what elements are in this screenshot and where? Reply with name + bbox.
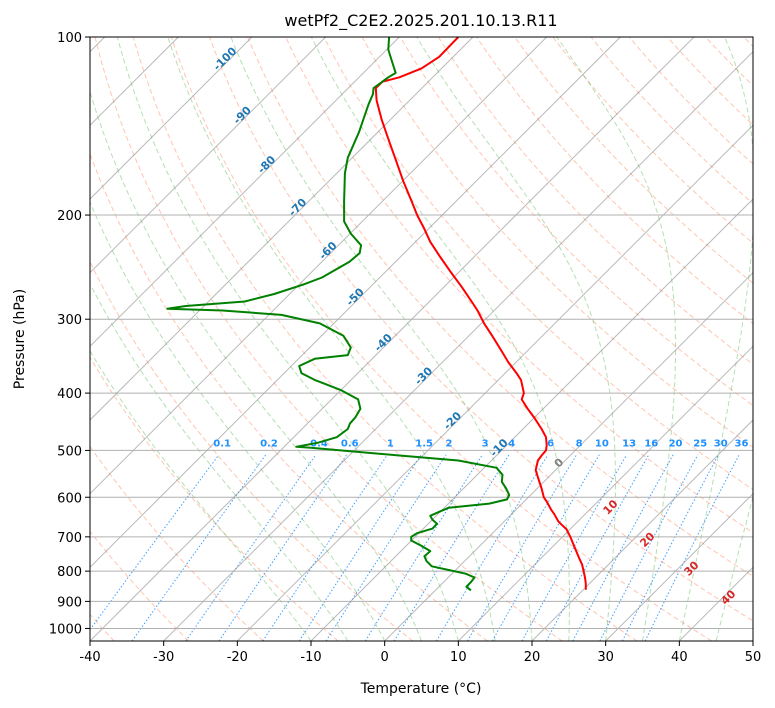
x-axis-label: Temperature (°C) [360,681,482,697]
isotherm [236,124,753,641]
dry-adiabat [323,37,753,491]
mixing-ratio-label: 13 [622,438,636,449]
dry-adiabat [437,37,753,365]
temperature-profile [374,37,587,590]
y-tick-label: 100 [57,31,82,46]
mixing-ratio-label: 6 [547,438,554,449]
mixing-ratio-line [185,454,317,641]
x-tick-label: -30 [153,650,174,665]
y-tick-label: 300 [57,313,82,328]
y-tick-label: 700 [57,531,82,546]
mixing-ratio-label: 1.5 [415,438,433,449]
background-lines [90,37,753,641]
mixing-ratio-line [599,454,699,641]
y-tick-label: 500 [57,444,82,459]
dry-adiabat [90,530,190,641]
isotherm [531,419,753,641]
moist-adiabat [90,282,349,641]
moist-adiabat [678,37,753,641]
dry-adiabat [590,37,753,205]
mixing-ratio-label: 1 [387,438,394,449]
moist-adiabat [230,37,533,641]
isotherm [90,37,253,200]
mixing-ratio-line [393,454,510,641]
mixing-ratio-label: 25 [693,438,707,449]
isotherm [90,37,400,348]
moist-adiabat [90,349,312,641]
dry-adiabat [247,37,753,577]
mixing-ratio-line [435,454,549,641]
mixing-ratio-label: 36 [735,438,749,449]
mixing-ratio-label: 3 [482,438,489,449]
dry-adiabat [399,37,753,407]
mixing-ratio-label: 0.1 [213,438,231,449]
chart-title: wetPf2_C2E2.2025.201.10.13.R11 [284,11,557,31]
dewpoint-profile [166,37,511,592]
moist-adiabat [310,37,570,641]
mixing-ratio-label: 30 [714,438,728,449]
mixing-ratio-label: 4 [508,438,515,449]
plot-area [90,37,753,641]
mixing-ratio-line [467,454,577,641]
x-tick-label: 50 [745,650,762,665]
dry-adiabat [90,356,339,641]
y-tick-label: 200 [57,209,82,224]
mixing-ratio-label: 20 [669,438,683,449]
isotherm [384,271,753,641]
x-tick-label: -20 [227,650,248,665]
moist-adiabat [416,37,616,641]
mixing-ratio-label: 10 [595,438,609,449]
y-axis-label: Pressure (hPa) [12,289,28,389]
isotherm [90,37,548,495]
profiles [166,37,587,592]
moist-adiabat [167,37,496,641]
isotherm [90,37,474,421]
x-tick-label: 30 [597,650,614,665]
moist-adiabat [556,37,677,641]
mixing-ratio-label: 16 [644,438,658,449]
x-tick-label: 40 [671,650,688,665]
isotherm [90,37,621,569]
mixing-ratio-line [218,454,348,641]
mixing-ratio-label: 8 [576,438,583,449]
mixing-ratio-label: 0.6 [341,438,359,449]
isotherm [457,345,753,641]
dry-adiabat [552,37,753,244]
mixing-ratio-line [491,454,600,641]
dry-adiabat [476,37,753,325]
dry-adiabat [94,37,563,641]
x-tick-label: 10 [450,650,467,665]
dry-adiabat [132,37,638,641]
axes: -40 -30 -20 -10 0 10 20 30 40 5010020030040050060… [49,31,761,665]
isotherm [605,492,753,641]
mixing-ratio-line [90,454,220,631]
mixing-ratio-line [572,454,674,641]
dry-adiabat [285,37,753,534]
moist-adiabat [90,200,386,641]
mixing-ratio-label: 2 [445,438,452,449]
dry-adiabat [209,37,753,622]
mixing-ratio-label: 0.4 [310,438,328,449]
plot-frame [89,36,754,642]
x-tick-label: -10 [300,650,321,665]
isotherm [163,50,753,641]
x-tick-label: -40 [79,650,100,665]
x-tick-label: 0 [381,650,389,665]
y-tick-label: 400 [57,387,82,402]
mixing-ratio-line [262,454,388,641]
x-tick-label: 20 [524,650,541,665]
moist-adiabat [90,90,422,641]
isotherm [90,37,695,641]
dry-adiabat [90,152,488,641]
mixing-ratio-line [521,454,628,641]
pressure-gridlines [90,37,753,629]
y-tick-label: 600 [57,491,82,506]
dry-adiabat [90,260,414,641]
y-tick-label: 900 [57,595,82,610]
mixing-ratio-label: 0.2 [260,438,278,449]
y-tick-label: 800 [57,565,82,580]
y-tick-label: 1000 [49,622,82,637]
isotherm [90,37,327,274]
